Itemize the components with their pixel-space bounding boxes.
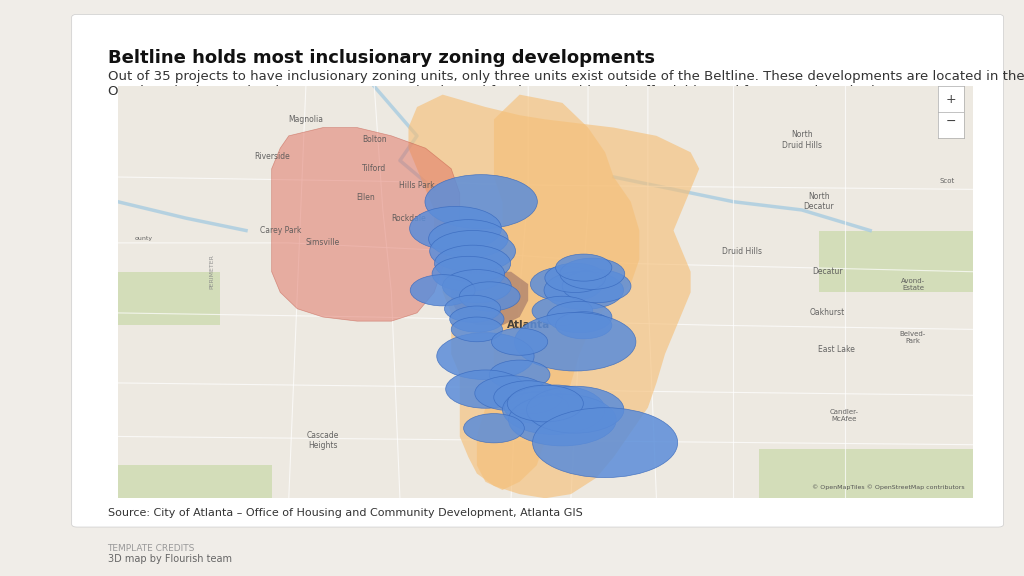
Circle shape [489, 360, 550, 389]
Circle shape [437, 333, 535, 380]
Text: Simsville: Simsville [306, 238, 340, 248]
Polygon shape [271, 128, 460, 321]
Circle shape [452, 317, 503, 342]
Text: Magnolia: Magnolia [289, 115, 324, 124]
Text: Atlanta: Atlanta [507, 320, 550, 330]
Text: Carey Park: Carey Park [259, 226, 301, 235]
Circle shape [509, 394, 616, 446]
Text: Out of 35 projects to have inclusionary zoning units, only three units exist out: Out of 35 projects to have inclusionary … [108, 70, 1024, 98]
Text: PERIMETER: PERIMETER [209, 254, 214, 289]
Polygon shape [118, 272, 220, 325]
Text: +: + [945, 93, 956, 106]
Text: Hills Park: Hills Park [399, 181, 435, 190]
Text: 3D map by Flourish team: 3D map by Flourish team [108, 554, 231, 564]
Text: Source: City of Atlanta – Office of Housing and Community Development, Atlanta G: Source: City of Atlanta – Office of Hous… [108, 508, 583, 518]
Circle shape [544, 271, 624, 309]
Text: Candler-
McAfee: Candler- McAfee [830, 410, 859, 422]
Circle shape [530, 267, 603, 302]
Text: TEMPLATE CREDITS: TEMPLATE CREDITS [108, 544, 195, 554]
Polygon shape [477, 94, 639, 490]
Circle shape [450, 306, 504, 332]
Circle shape [545, 263, 605, 293]
Circle shape [504, 392, 569, 423]
Circle shape [464, 414, 524, 443]
Circle shape [444, 295, 501, 323]
Circle shape [560, 258, 625, 289]
Circle shape [503, 385, 605, 434]
Circle shape [532, 296, 593, 325]
Circle shape [442, 270, 511, 303]
Polygon shape [819, 230, 973, 293]
Text: Avond-
Estate: Avond- Estate [901, 278, 925, 290]
Text: ounty: ounty [134, 236, 153, 241]
Text: −: − [945, 115, 956, 128]
Text: Oakhurst: Oakhurst [810, 308, 845, 317]
Circle shape [526, 386, 624, 433]
Text: Riverside: Riverside [254, 152, 290, 161]
Text: Tilford: Tilford [362, 164, 386, 173]
Text: Belved-
Park: Belved- Park [900, 331, 926, 344]
Circle shape [556, 312, 612, 339]
Text: North
Decatur: North Decatur [804, 192, 835, 211]
Text: Rockdale: Rockdale [391, 214, 426, 223]
Circle shape [434, 245, 511, 282]
Text: © OpenMapTiles © OpenStreetMap contributors: © OpenMapTiles © OpenStreetMap contribut… [812, 484, 965, 490]
Text: Decatur: Decatur [812, 267, 843, 276]
Text: Cascade
Heights: Cascade Heights [307, 431, 339, 450]
Text: Druid Hills: Druid Hills [722, 247, 762, 256]
Text: Scot: Scot [940, 178, 954, 184]
Polygon shape [759, 449, 973, 498]
Circle shape [507, 385, 584, 422]
Circle shape [432, 256, 505, 291]
Text: Vine City: Vine City [468, 267, 503, 276]
Polygon shape [118, 465, 271, 498]
FancyBboxPatch shape [72, 14, 1004, 527]
Polygon shape [409, 94, 699, 498]
Circle shape [460, 282, 520, 311]
Circle shape [429, 219, 508, 258]
Circle shape [425, 175, 538, 229]
Text: Ellen: Ellen [356, 193, 375, 202]
Circle shape [514, 313, 636, 371]
Circle shape [532, 408, 678, 478]
Text: East Lake: East Lake [817, 346, 854, 354]
Text: North
Druid Hills: North Druid Hills [781, 130, 822, 150]
Text: Bolton: Bolton [361, 135, 387, 145]
Circle shape [547, 301, 612, 333]
Polygon shape [452, 272, 528, 325]
Circle shape [445, 370, 525, 408]
Text: Beltline holds most inclusionary zoning developments: Beltline holds most inclusionary zoning … [108, 49, 654, 67]
Circle shape [430, 230, 515, 272]
Circle shape [556, 254, 612, 281]
Circle shape [475, 376, 548, 411]
Circle shape [494, 381, 562, 414]
Circle shape [562, 270, 631, 303]
Circle shape [492, 328, 548, 355]
Circle shape [410, 206, 502, 251]
Circle shape [411, 275, 475, 306]
